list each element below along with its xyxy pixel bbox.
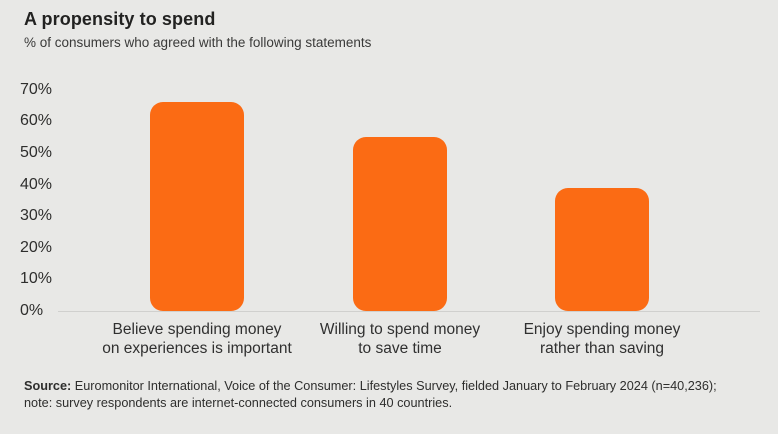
source-label: Source:	[24, 379, 72, 393]
y-tick-label: 0%	[20, 302, 44, 319]
source-note: Source: Euromonitor International, Voice…	[24, 378, 740, 412]
source-text: Euromonitor International, Voice of the …	[24, 379, 717, 410]
bar	[555, 187, 649, 311]
y-tick-label: 20%	[20, 238, 53, 256]
bar	[353, 137, 447, 311]
bar-label: Believe spending money on experiences is…	[102, 321, 292, 357]
y-tick-label: 10%	[20, 270, 53, 288]
bar-label: Willing to spend money to save time	[319, 321, 481, 357]
y-tick-label: 70%	[20, 80, 53, 98]
x-axis-line	[58, 311, 760, 312]
bar-label: Enjoy spending money rather than saving	[523, 321, 681, 357]
y-tick-label: 40%	[20, 175, 53, 193]
y-tick-label: 60%	[20, 112, 53, 130]
y-tick-label: 50%	[20, 144, 53, 161]
y-tick-label: 30%	[20, 207, 53, 225]
chart-title: A propensity to spend	[24, 9, 216, 29]
bar	[150, 102, 244, 311]
chart-stage: 70% 60% 50% 40% 30% 20% 10% 0% Believe spending…	[0, 80, 778, 434]
chart-subtitle: % of consumers who agreed with the follo…	[24, 35, 372, 50]
